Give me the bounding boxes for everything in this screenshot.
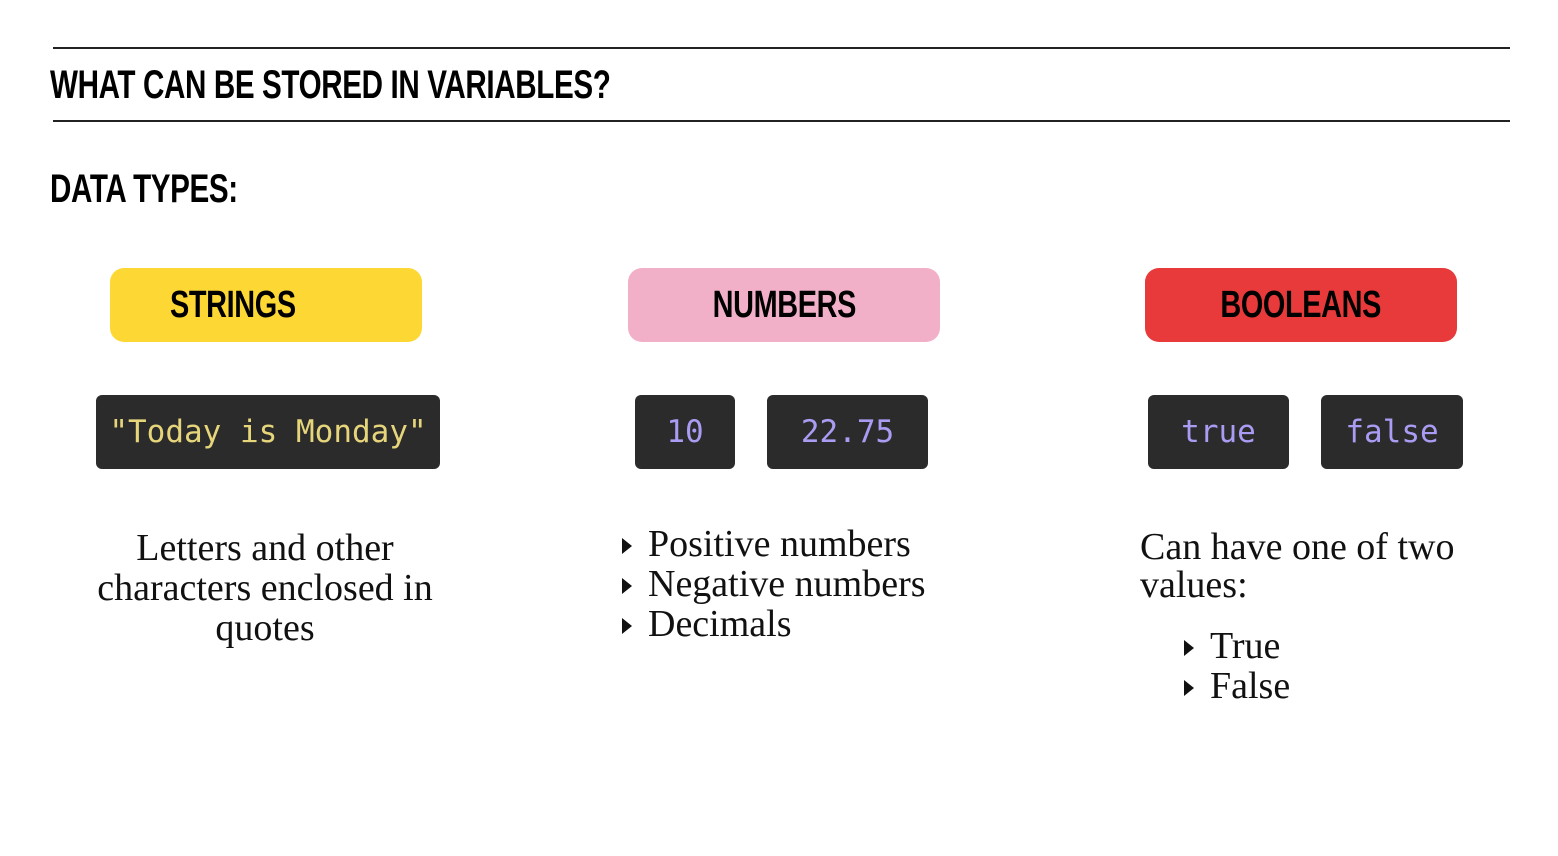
booleans-label-pill: BOOLEANS <box>1145 268 1457 342</box>
booleans-label: BOOLEANS <box>1220 283 1382 326</box>
slide-title: WHAT CAN BE STORED IN VARIABLES? <box>50 63 611 107</box>
numbers-bullet-list: Positive numbers Negative numbers Decima… <box>620 524 926 644</box>
title-divider <box>53 120 1510 122</box>
section-heading: DATA TYPES: <box>50 167 238 211</box>
list-item: True <box>1182 626 1290 666</box>
number-example-integer: 10 <box>635 395 735 469</box>
booleans-bullet-text: False <box>1210 665 1291 707</box>
boolean-example-true: true <box>1148 395 1289 469</box>
list-item: Decimals <box>620 604 926 644</box>
triangle-right-icon <box>1184 680 1194 696</box>
triangle-right-icon <box>622 578 632 594</box>
triangle-right-icon <box>1184 640 1194 656</box>
numbers-bullet-text: Positive numbers <box>648 523 911 565</box>
boolean-example-false: false <box>1321 395 1463 469</box>
list-item: Negative numbers <box>620 564 926 604</box>
string-example-code: "Today is Monday" <box>96 395 440 469</box>
top-divider <box>53 47 1510 49</box>
strings-description: Letters and other characters enclosed in… <box>97 527 433 649</box>
number-example-decimal: 22.75 <box>767 395 928 469</box>
numbers-bullet-text: Negative numbers <box>648 563 926 605</box>
booleans-bullet-text: True <box>1210 625 1281 667</box>
numbers-label-pill: NUMBERS <box>628 268 940 342</box>
list-item: False <box>1182 666 1290 706</box>
strings-label: STRINGS <box>170 283 296 326</box>
triangle-right-icon <box>622 538 632 554</box>
booleans-description: Can have one of two values: <box>1140 526 1455 606</box>
numbers-label: NUMBERS <box>712 283 856 326</box>
numbers-bullet-text: Decimals <box>648 603 792 645</box>
list-item: Positive numbers <box>620 524 926 564</box>
triangle-right-icon <box>622 618 632 634</box>
strings-label-pill: STRINGS <box>110 268 422 342</box>
booleans-bullet-list: True False <box>1182 626 1290 706</box>
